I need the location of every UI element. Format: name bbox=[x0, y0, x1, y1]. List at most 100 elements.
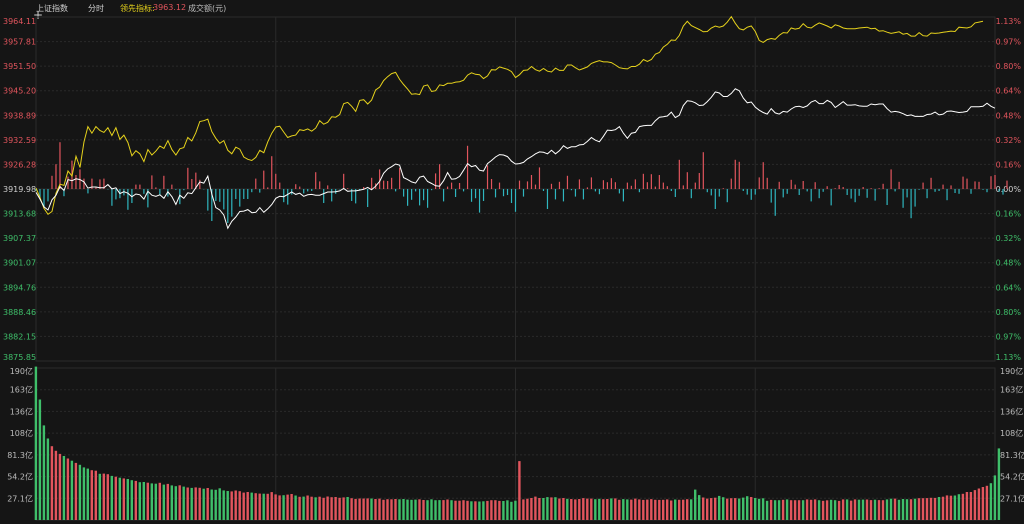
volume-bar bbox=[154, 483, 157, 520]
volume-bar bbox=[702, 497, 705, 520]
y-tick-right-9: 0.32% bbox=[996, 234, 1022, 243]
volume-bar bbox=[881, 500, 885, 520]
volume-bar bbox=[362, 498, 365, 520]
volume-bar bbox=[322, 497, 325, 520]
volume-bar bbox=[294, 495, 297, 520]
volume-bar bbox=[334, 497, 337, 520]
volume-bar bbox=[614, 498, 617, 520]
volume-bar bbox=[462, 500, 465, 520]
volume-bar bbox=[302, 496, 305, 520]
volume-bar bbox=[190, 487, 193, 520]
volume-bar bbox=[522, 499, 525, 520]
volume-bar bbox=[985, 485, 989, 520]
price-line bbox=[35, 88, 996, 230]
volume-bar bbox=[146, 482, 149, 520]
volume-bar bbox=[402, 499, 405, 520]
volume-bar bbox=[450, 500, 453, 520]
volume-tick-right-5: 54.2亿 bbox=[1000, 472, 1024, 482]
volume-bar bbox=[374, 499, 377, 520]
y-tick-left-5: 3932.59 bbox=[3, 136, 36, 145]
volume-bar bbox=[646, 499, 649, 520]
volume-bar bbox=[122, 478, 125, 520]
volume-bar bbox=[242, 492, 245, 520]
volume-bar bbox=[510, 501, 513, 520]
volume-bar bbox=[454, 500, 457, 520]
volume-bar bbox=[977, 488, 981, 520]
y-tick-right-6: 0.16% bbox=[996, 160, 1022, 169]
volume-bar bbox=[805, 499, 809, 520]
volume-tick-right-4: 81.3亿 bbox=[1000, 450, 1024, 460]
volume-bar bbox=[718, 495, 721, 520]
volume-bar bbox=[797, 500, 801, 520]
y-tick-right-1: 0.97% bbox=[996, 38, 1022, 47]
volume-bar bbox=[150, 483, 153, 520]
volume-bar bbox=[937, 497, 941, 520]
volume-bar bbox=[422, 500, 425, 520]
volume-bar bbox=[590, 498, 593, 520]
volume-bar bbox=[769, 499, 773, 520]
volume-bar bbox=[306, 495, 309, 520]
volume-bar bbox=[634, 498, 637, 520]
tab-time[interactable]: 分时 bbox=[88, 4, 104, 13]
volume-bar bbox=[382, 499, 385, 520]
volume-bar bbox=[202, 488, 205, 520]
volume-bar bbox=[897, 499, 901, 520]
volume-bar bbox=[973, 490, 977, 520]
volume-bar bbox=[550, 497, 553, 520]
volume-bar bbox=[534, 496, 537, 520]
volume-bar bbox=[166, 483, 169, 520]
volume-bar bbox=[905, 499, 909, 520]
volume-bar bbox=[226, 491, 229, 520]
volume-bar bbox=[654, 499, 657, 520]
volume-bar bbox=[821, 500, 825, 520]
volume-bar bbox=[606, 499, 609, 520]
volume-bar bbox=[398, 499, 401, 520]
volume-tick-right-2: 136亿 bbox=[1000, 406, 1023, 416]
volume-bar bbox=[761, 498, 765, 520]
y-tick-left-2: 3951.50 bbox=[3, 62, 36, 71]
volume-bar bbox=[650, 499, 653, 520]
volume-bar bbox=[841, 499, 845, 520]
volume-bar bbox=[54, 450, 58, 520]
volume-bar bbox=[574, 499, 577, 520]
volume-bar bbox=[350, 498, 353, 520]
volume-bar bbox=[478, 501, 481, 520]
volume-tick-left-5: 54.2亿 bbox=[7, 472, 33, 482]
volume-bar bbox=[889, 498, 893, 520]
volume-bar bbox=[674, 499, 677, 520]
volume-bar bbox=[837, 500, 841, 520]
volume-bar bbox=[310, 496, 313, 520]
volume-bar bbox=[773, 500, 777, 520]
volume-bar bbox=[730, 498, 733, 520]
volume-bar bbox=[857, 499, 861, 520]
volume-bar bbox=[214, 489, 217, 520]
volume-bar bbox=[849, 500, 853, 520]
volume-tick-left-1: 163亿 bbox=[10, 385, 33, 395]
volume-bar bbox=[602, 499, 605, 520]
volume-bar bbox=[430, 499, 433, 520]
y-tick-right-2: 0.80% bbox=[996, 62, 1022, 71]
volume-bar bbox=[98, 473, 101, 520]
volume-bar bbox=[949, 495, 953, 520]
volume-bar bbox=[498, 500, 501, 520]
volume-bar bbox=[877, 500, 881, 520]
volume-bar bbox=[957, 494, 961, 520]
volume-bar bbox=[218, 488, 221, 520]
volume-bar bbox=[142, 482, 145, 520]
volume-bar bbox=[746, 496, 749, 520]
index-name-label[interactable]: 上证指数 bbox=[36, 4, 68, 13]
volume-bar bbox=[698, 495, 701, 520]
volume-bar bbox=[825, 500, 829, 520]
y-tick-left-0: 3964.11 bbox=[3, 17, 36, 26]
volume-bar bbox=[502, 501, 505, 520]
volume-bar bbox=[901, 499, 905, 520]
volume-bar bbox=[158, 482, 161, 520]
volume-bar bbox=[945, 495, 949, 520]
y-tick-left-3: 3945.20 bbox=[3, 87, 36, 96]
volume-bar bbox=[394, 499, 397, 520]
volume-bar bbox=[406, 499, 409, 520]
volume-bar bbox=[913, 498, 917, 520]
volume-bar bbox=[174, 486, 177, 520]
volume-bar bbox=[742, 497, 745, 520]
